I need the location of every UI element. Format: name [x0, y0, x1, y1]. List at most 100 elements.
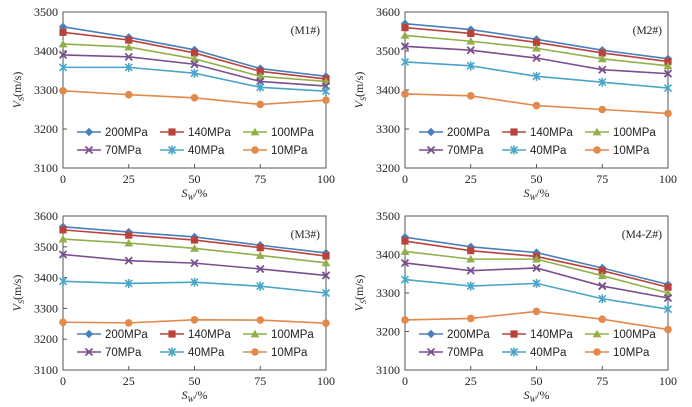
data-point	[190, 54, 199, 63]
data-point	[256, 67, 264, 75]
data-point	[321, 288, 331, 298]
legend-label: 70MPa	[105, 347, 142, 359]
legend-label: 10MPa	[271, 145, 308, 157]
data-point	[321, 271, 331, 280]
series-140MPa	[59, 226, 330, 260]
data-point	[125, 36, 133, 44]
legend-marker	[592, 127, 602, 136]
legend-item: 10MPa	[243, 347, 308, 359]
x-axis-label: SW/%	[523, 388, 549, 404]
legend-item: 140MPa	[160, 329, 231, 341]
data-point	[59, 28, 67, 36]
legend-item: 100MPa	[243, 127, 314, 139]
data-point	[124, 42, 134, 51]
data-point	[532, 307, 541, 316]
x-tick-label: 100	[317, 374, 335, 388]
data-point	[400, 275, 410, 285]
legend-label: 140MPa	[530, 127, 573, 139]
legend-label: 10MPa	[271, 347, 308, 359]
data-point	[467, 29, 475, 38]
legend-label: 100MPa	[613, 329, 656, 341]
x-tick-label: 0	[402, 172, 408, 186]
chart-panel-1: 3100 3200 3300 3400 3500 0 25 50 75 100 SW/% VS(m/s…	[10, 5, 335, 202]
data-point	[663, 304, 673, 314]
data-point	[256, 264, 265, 274]
legend-label: 100MPa	[271, 127, 314, 139]
legend-label: 140MPa	[530, 329, 573, 341]
data-point	[598, 294, 607, 304]
series-70MPa	[400, 258, 673, 303]
data-point	[664, 109, 672, 118]
data-point	[598, 77, 607, 87]
legend-item: 40MPa	[502, 145, 567, 157]
x-tick-label: 50	[189, 172, 201, 186]
series-100MPa	[400, 31, 673, 70]
data-point	[467, 247, 475, 255]
data-point	[255, 251, 265, 259]
data-point	[322, 252, 330, 260]
legend-label: 200MPa	[105, 329, 148, 341]
data-point	[190, 94, 199, 102]
legend-item: 140MPa	[160, 127, 231, 139]
data-point	[598, 281, 607, 291]
y-axis-label: VS(m/s)	[10, 275, 26, 312]
y-tick-label: 3300	[34, 301, 58, 315]
data-point	[401, 90, 409, 98]
legend-marker	[509, 145, 519, 155]
data-point	[532, 278, 541, 288]
x-tick-label: 100	[317, 172, 335, 186]
x-tick-label: 100	[659, 172, 677, 186]
data-point	[597, 271, 607, 280]
legend-item: 100MPa	[585, 329, 656, 341]
y-tick-label: 3100	[376, 363, 400, 377]
y-axis-label: VS(m/s)	[352, 275, 368, 312]
data-point	[256, 82, 265, 92]
y-tick-label: 3300	[376, 122, 400, 136]
data-point	[124, 238, 134, 247]
y-tick-label: 3500	[34, 240, 58, 254]
series-100MPa	[58, 234, 331, 267]
data-point	[532, 38, 541, 47]
data-point	[466, 46, 475, 55]
legend-label: 40MPa	[530, 347, 567, 359]
data-point	[58, 250, 68, 259]
y-tick-label: 3200	[34, 122, 58, 136]
data-point	[190, 277, 199, 287]
legend-label: 100MPa	[613, 127, 656, 139]
data-point	[256, 316, 265, 324]
legend-marker	[509, 347, 519, 357]
data-point	[400, 247, 410, 255]
legend-marker	[426, 329, 436, 339]
data-point	[598, 105, 607, 114]
y-tick-label: 3500	[376, 209, 400, 223]
x-tick-label: 75	[254, 374, 266, 388]
x-tick-label: 25	[123, 172, 135, 186]
y-tick-label: 3100	[34, 363, 58, 377]
y-axis-label: VS(m/s)	[352, 72, 368, 109]
data-point	[401, 237, 409, 245]
x-tick-label: 75	[254, 172, 266, 186]
data-point	[322, 96, 330, 104]
data-point	[466, 314, 475, 323]
legend-label: 200MPa	[105, 127, 148, 139]
data-point	[401, 24, 409, 32]
data-point	[400, 42, 410, 51]
y-tick-label: 3500	[34, 5, 58, 19]
legend-item: 40MPa	[502, 347, 567, 359]
legend-item: 40MPa	[160, 347, 225, 359]
data-point	[58, 50, 68, 60]
legend-marker	[84, 127, 94, 137]
y-tick-label: 3500	[376, 44, 400, 58]
data-point	[322, 319, 330, 327]
data-point	[664, 325, 672, 334]
legend-label: 40MPa	[188, 145, 225, 157]
legend-marker	[426, 347, 436, 357]
data-point	[466, 254, 476, 263]
data-point	[190, 315, 199, 324]
series-70MPa	[58, 250, 331, 280]
legend-marker	[593, 146, 601, 154]
data-point	[125, 231, 133, 239]
legend-label: 200MPa	[447, 127, 490, 139]
legend-item: 10MPa	[585, 145, 650, 157]
